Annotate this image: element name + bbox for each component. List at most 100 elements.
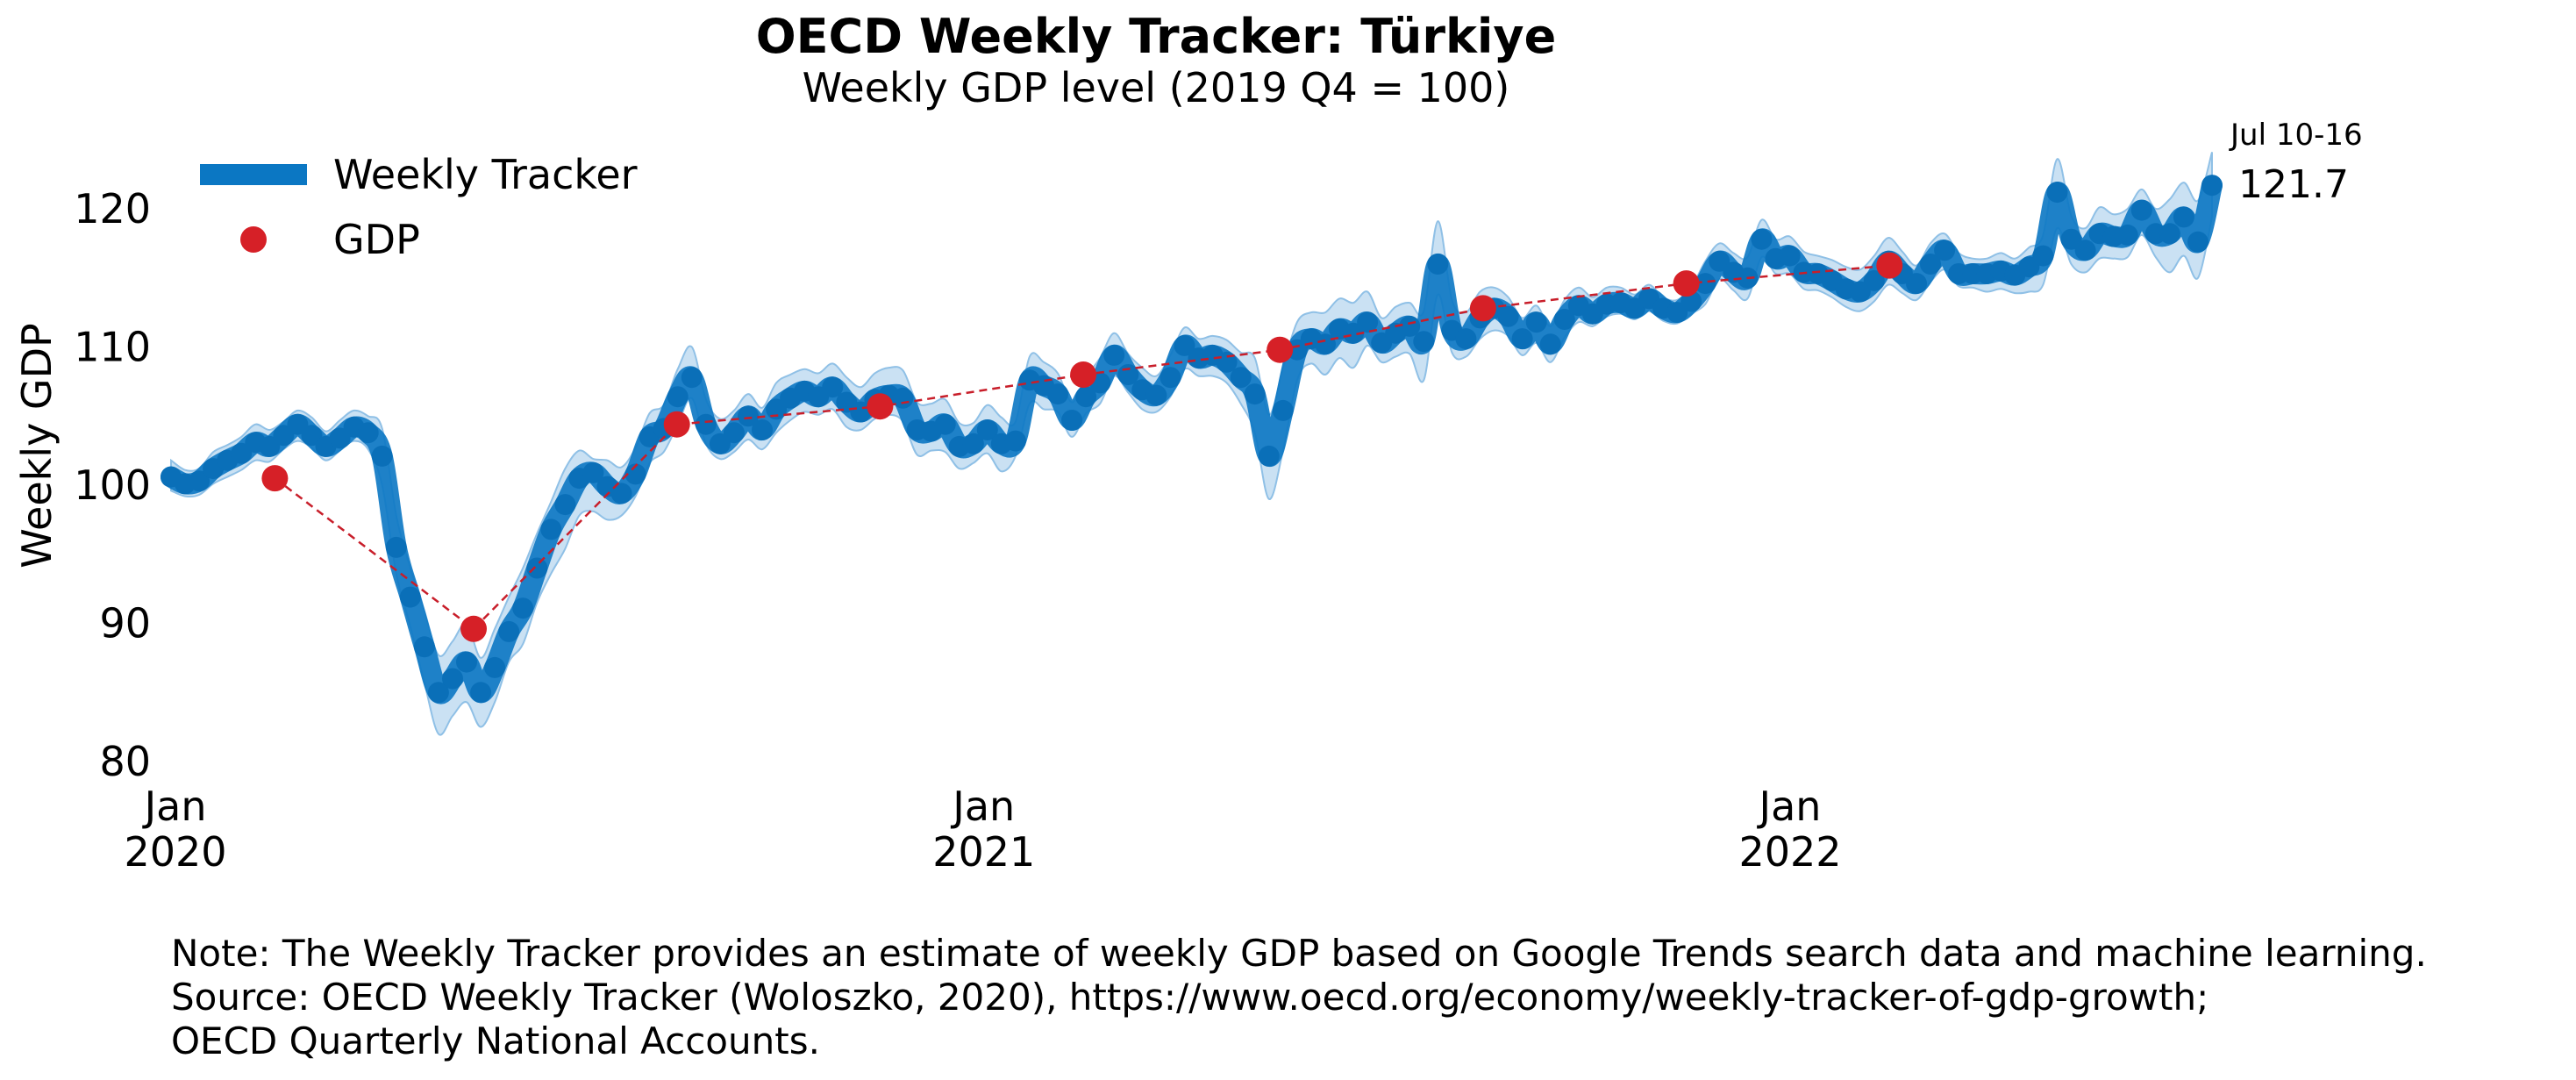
weekly-tracker-point (2187, 231, 2209, 253)
legend-gdp-marker (240, 226, 267, 253)
x-tick-year-label: 2020 (124, 828, 226, 876)
weekly-tracker-point (484, 656, 506, 678)
weekly-tracker-point (976, 419, 998, 440)
weekly-tracker-point (610, 483, 632, 504)
weekly-tracker-point (1427, 254, 1449, 275)
weekly-tracker-point (934, 413, 956, 435)
weekly-tracker-point (1934, 240, 1956, 261)
weekly-tracker-point (1863, 269, 1885, 291)
weekly-tracker-point (667, 386, 689, 408)
x-tick-year-label: 2021 (932, 828, 1035, 876)
weekly-tracker-point (259, 435, 281, 457)
weekly-tracker-point (1751, 228, 1773, 250)
weekly-tracker-point (1695, 273, 1716, 295)
weekly-tracker-point (1160, 367, 1181, 389)
weekly-tracker-point (1906, 273, 1927, 295)
weekly-tracker-point (723, 422, 745, 444)
footer-note: Note: The Weekly Tracker provides an est… (171, 932, 2427, 975)
gdp-point (867, 393, 894, 420)
weekly-tracker-point (1272, 399, 1294, 421)
weekly-tracker-point (1258, 445, 1280, 467)
y-tick-label: 90 (99, 600, 151, 647)
weekly-tracker-point (1075, 386, 1097, 408)
weekly-tracker-point (2116, 224, 2138, 246)
weekly-tracker-point (1525, 311, 1547, 333)
weekly-tracker-point (2060, 228, 2082, 250)
weekly-tracker-point (1455, 328, 1477, 350)
gdp-point (1070, 361, 1097, 388)
weekly-tracker-point (357, 422, 379, 444)
gdp-connector-line (274, 264, 1890, 631)
gdp-point (663, 411, 690, 438)
weekly-tracker-point (189, 470, 211, 492)
weekly-tracker-point (892, 387, 914, 409)
weekly-tracker-point (456, 651, 477, 673)
weekly-tracker-point (695, 413, 717, 435)
y-axis-ticks: 80 90 100 110 120 (74, 185, 151, 785)
weekly-tracker-point (738, 405, 759, 427)
weekly-tracker-point (2046, 182, 2068, 204)
weekly-tracker-point (2201, 175, 2223, 197)
weekly-tracker-point (554, 494, 576, 516)
weekly-tracker-point (1553, 309, 1575, 330)
y-axis-label: Weekly GDP (13, 323, 61, 568)
weekly-tracker-point (371, 445, 393, 467)
weekly-tracker-point (624, 463, 646, 485)
weekly-tracker-point (470, 682, 492, 704)
weekly-tracker-point (1047, 383, 1068, 405)
plot-area (161, 152, 2223, 736)
x-tick-month-label: Jan (142, 783, 207, 830)
last-value-date-label: Jul 10-16 (2229, 118, 2363, 153)
weekly-tracker-point (2032, 245, 2054, 267)
y-tick-label: 110 (74, 324, 151, 371)
gdp-point (1469, 295, 1496, 322)
gdp-point (261, 465, 289, 492)
tracker-confidence-band (170, 152, 2213, 736)
weekly-tracker-point (1511, 328, 1533, 350)
weekly-tracker-point (287, 413, 309, 435)
weekly-tracker-point (1709, 250, 1730, 272)
weekly-tracker-point (1061, 410, 1083, 431)
weekly-tracker-point (2173, 206, 2194, 228)
weekly-tracker-point (1357, 311, 1379, 333)
weekly-tracker-point (2130, 199, 2152, 221)
chart-subtitle: Weekly GDP level (2019 Q4 = 100) (803, 64, 1510, 111)
weekly-tracker-point (1497, 305, 1519, 327)
weekly-tracker-point (442, 668, 463, 690)
legend: Weekly Tracker GDP (200, 151, 638, 263)
chart-title: OECD Weekly Tracker: Türkiye (756, 9, 1556, 64)
y-tick-label: 120 (74, 185, 151, 232)
weekly-tracker-point (231, 442, 253, 464)
weekly-tracker-point (540, 519, 562, 540)
y-tick-label: 80 (99, 738, 151, 785)
legend-weekly-tracker-label: Weekly Tracker (333, 151, 638, 198)
weekly-tracker-point (1230, 367, 1252, 389)
weekly-tracker-point (1920, 254, 1941, 275)
x-tick-year-label: 2022 (1738, 828, 1841, 876)
gdp-point (1876, 252, 1903, 279)
weekly-tracker-point (1174, 334, 1195, 356)
weekly-tracker-point (1779, 245, 1801, 267)
weekly-tracker-point (526, 557, 548, 579)
weekly-tracker-point (752, 419, 773, 440)
weekly-tracker-point (1539, 333, 1561, 355)
y-tick-label: 100 (74, 461, 151, 509)
weekly-tracker-point (1004, 430, 1026, 452)
weekly-tracker-point (498, 620, 520, 642)
weekly-tracker-point (681, 367, 703, 389)
weekly-tracker-point (582, 461, 604, 483)
gdp-point (460, 615, 487, 642)
weekly-tracker-point (1145, 384, 1167, 406)
gdp-point (1673, 270, 1700, 297)
weekly-tracker-point (399, 586, 421, 608)
weekly-tracker-point (413, 636, 435, 658)
weekly-tracker-point (1413, 331, 1435, 353)
last-value-label: 121.7 (2238, 162, 2349, 207)
weekly-tracker-point (427, 682, 449, 704)
weekly-tracker-point (1399, 315, 1421, 337)
weekly-tracker-point (962, 433, 984, 454)
weekly-tracker-point (2159, 223, 2180, 245)
weekly-tracker-point (385, 536, 407, 558)
x-tick-month-label: Jan (950, 783, 1015, 830)
